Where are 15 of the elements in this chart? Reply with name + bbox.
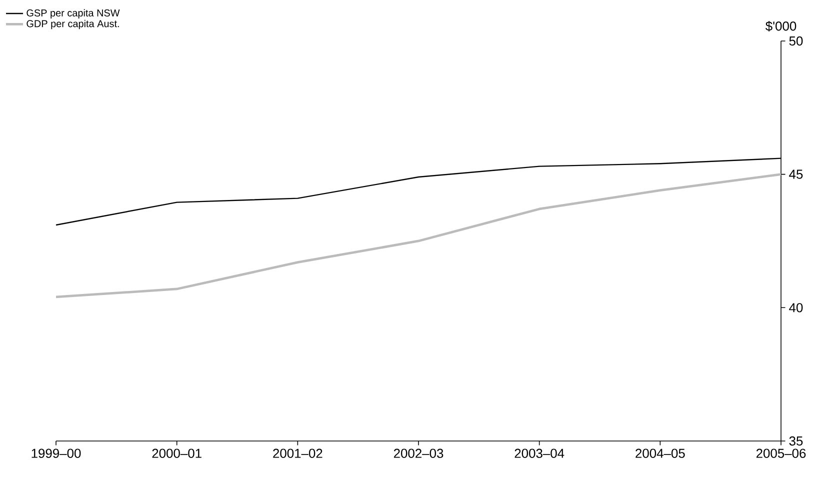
y-tick-label: 40: [789, 303, 803, 312]
x-tick-label: 2002–03: [394, 448, 444, 458]
line-series: [54, 173, 782, 298]
x-tick-label: 2004–05: [636, 448, 685, 458]
y-tick-label: 45: [789, 170, 803, 179]
x-tick-label: 2005–06: [756, 448, 806, 458]
y-tick-label: 50: [789, 36, 803, 46]
x-tick-label: 1999–00: [32, 448, 81, 458]
x-tick-label: 2003–04: [514, 448, 564, 458]
x-tick-label: 2000–01: [152, 448, 202, 458]
y-tick-label: 35: [789, 436, 803, 446]
legend-label: GSP per capita NSW: [26, 9, 120, 18]
y-axis-title: $'000: [766, 20, 796, 32]
legend-label: GDP per capita Aust.: [26, 20, 119, 30]
x-tick-label: 2001–02: [273, 448, 322, 458]
